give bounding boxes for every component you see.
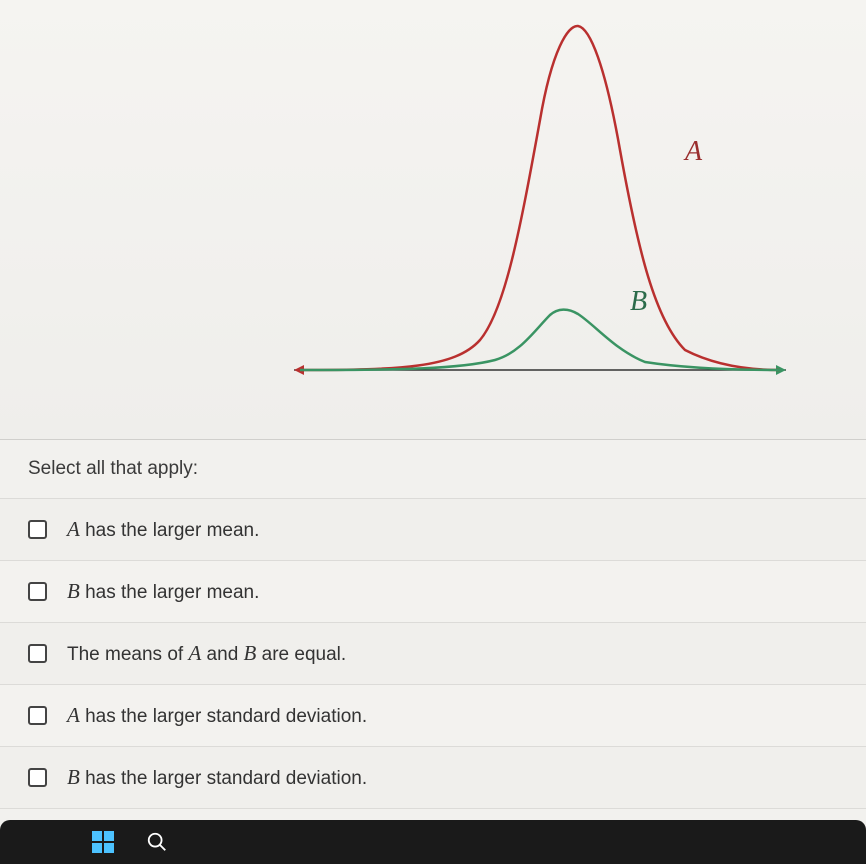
option-row-3[interactable]: The means of A and B are equal. — [0, 623, 866, 685]
search-icon[interactable] — [144, 829, 170, 855]
curve-b-label: B — [630, 286, 647, 317]
curve-a — [300, 26, 780, 370]
taskbar — [0, 820, 866, 864]
option-row-5[interactable]: B has the larger standard deviation. — [0, 747, 866, 809]
option-text-1: A has the larger mean. — [67, 517, 259, 542]
option-text-3: The means of A and B are equal. — [67, 641, 346, 666]
distribution-chart: A B — [0, 0, 866, 440]
checkbox-4[interactable] — [28, 706, 47, 725]
question-prompt: Select all that apply: — [0, 440, 866, 499]
option-row-4[interactable]: A has the larger standard deviation. — [0, 685, 866, 747]
checkbox-2[interactable] — [28, 582, 47, 601]
checkbox-5[interactable] — [28, 768, 47, 787]
option-text-4: A has the larger standard deviation. — [67, 703, 367, 728]
chart-svg: A B — [280, 10, 800, 390]
option-text-5: B has the larger standard deviation. — [67, 765, 367, 790]
option-row-1[interactable]: A has the larger mean. — [0, 499, 866, 561]
option-text-2: B has the larger mean. — [67, 579, 259, 604]
curve-a-label: A — [683, 136, 703, 167]
start-icon[interactable] — [90, 829, 116, 855]
checkbox-1[interactable] — [28, 520, 47, 539]
checkbox-3[interactable] — [28, 644, 47, 663]
option-row-2[interactable]: B has the larger mean. — [0, 561, 866, 623]
curve-b — [300, 310, 780, 370]
